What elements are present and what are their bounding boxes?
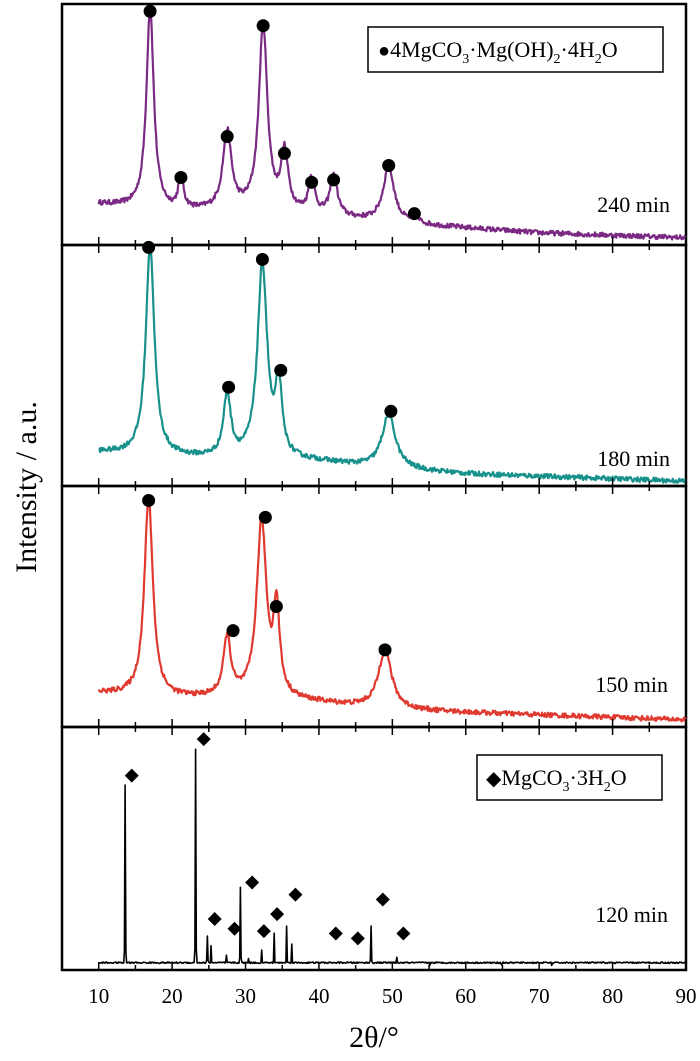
panel-frames bbox=[60, 2, 688, 972]
diamond-marker bbox=[207, 911, 222, 926]
circle-marker bbox=[382, 158, 396, 172]
diamond-marker bbox=[396, 926, 411, 941]
circle-marker bbox=[305, 175, 319, 189]
panel-frame-120 bbox=[60, 725, 688, 972]
x-axis-tick-labels: 10 20 30 40 50 60 70 80 90 bbox=[88, 984, 696, 1008]
diamond-marker bbox=[350, 931, 365, 946]
legend-hydromagnesite: ●4MgCO3·Mg(OH)2·4H2O bbox=[367, 26, 664, 73]
diamond-marker bbox=[270, 907, 285, 922]
circle-marker bbox=[407, 207, 421, 221]
x-tick-label: 70 bbox=[529, 984, 550, 1008]
circle-marker bbox=[142, 240, 156, 254]
circle-marker bbox=[255, 252, 269, 266]
diamond-marker bbox=[196, 732, 211, 747]
circle-marker bbox=[256, 19, 270, 33]
series-label-120-min: 120 min bbox=[595, 902, 668, 927]
legend-marker-diamond: ◆ bbox=[486, 768, 502, 790]
circle-marker bbox=[384, 404, 398, 418]
circle-marker bbox=[277, 146, 291, 160]
traces bbox=[97, 6, 688, 967]
x-tick-label: 50 bbox=[382, 984, 403, 1008]
x-tick-label: 80 bbox=[602, 984, 623, 1008]
x-tick-label: 30 bbox=[235, 984, 256, 1008]
x-tick-label: 10 bbox=[88, 984, 109, 1008]
series-line-150-min bbox=[97, 494, 688, 723]
legend-text-hydromagnesite: ●4MgCO3·Mg(OH)2·4H2O bbox=[378, 37, 618, 67]
diamond-marker bbox=[124, 768, 139, 783]
series-labels: 240 min 180 min 150 min 120 min bbox=[595, 192, 670, 927]
circle-marker bbox=[269, 600, 283, 613]
series-line-180-min bbox=[98, 244, 687, 484]
x-tick-label: 60 bbox=[455, 984, 476, 1008]
x-tick-label: 40 bbox=[308, 984, 329, 1008]
panel-frame-150 bbox=[60, 484, 688, 729]
series-line-240-min bbox=[97, 6, 688, 241]
circle-marker bbox=[222, 380, 236, 394]
circle-marker bbox=[220, 130, 234, 144]
diamond-marker bbox=[375, 892, 390, 907]
circle-marker bbox=[258, 510, 272, 524]
circle-marker bbox=[274, 363, 288, 377]
circle-marker bbox=[143, 4, 157, 18]
x-axis-label: 2θ/° bbox=[349, 1021, 399, 1054]
y-axis-label: Intensity / a.u. bbox=[10, 401, 43, 573]
series-label-240-min: 240 min bbox=[597, 192, 670, 217]
phase-markers bbox=[124, 4, 421, 946]
x-axis-ticks bbox=[97, 237, 687, 970]
legend-box-hydromagnesite bbox=[367, 26, 664, 73]
diamond-marker bbox=[328, 926, 343, 941]
circle-marker bbox=[174, 171, 188, 185]
circle-marker bbox=[226, 624, 240, 638]
legend-nesquehonite: ◆MgCO3·3H2O bbox=[476, 754, 663, 801]
legend-box-nesquehonite bbox=[476, 754, 663, 801]
circle-marker bbox=[378, 643, 392, 657]
series-label-150-min: 150 min bbox=[595, 672, 668, 697]
circle-marker bbox=[142, 493, 156, 507]
circle-marker bbox=[327, 173, 341, 187]
legend-text-nesquehonite: ◆MgCO3·3H2O bbox=[486, 765, 627, 795]
diamond-marker bbox=[245, 875, 260, 890]
diamond-marker bbox=[256, 924, 271, 939]
legend-marker-circle: ● bbox=[378, 40, 390, 62]
x-tick-label: 90 bbox=[676, 984, 697, 1008]
series-label-180-min: 180 min bbox=[597, 446, 670, 471]
x-tick-label: 20 bbox=[162, 984, 183, 1008]
diamond-marker bbox=[288, 887, 303, 902]
diamond-marker bbox=[227, 921, 242, 936]
